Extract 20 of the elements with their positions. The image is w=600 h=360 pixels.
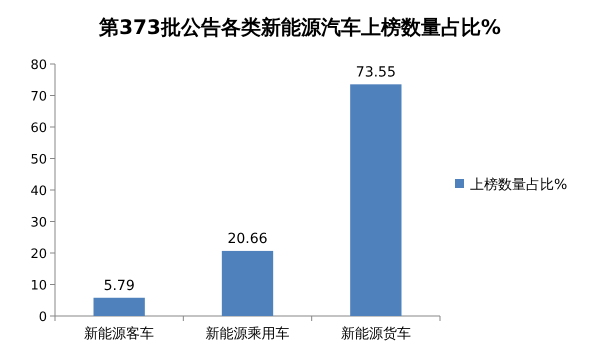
data-label: 20.66 (227, 230, 268, 247)
y-tick-label: 20 (30, 247, 47, 262)
legend-label: 上榜数量占比% (470, 177, 568, 193)
bar (222, 250, 274, 316)
y-tick-label: 30 (30, 216, 47, 230)
y-tick-label: 10 (30, 278, 47, 294)
x-tick-label: 新能源客车 (84, 326, 154, 342)
y-tick-label: 80 (30, 58, 47, 73)
data-label: 73.55 (356, 64, 396, 80)
data-label: 5.79 (104, 278, 135, 294)
chart-title: 第373批公告各类新能源汽车上榜数量占比% (98, 15, 501, 39)
bar (350, 84, 402, 316)
y-tick-label: 70 (30, 90, 47, 104)
y-tick-label: 0 (38, 310, 47, 325)
x-tick-label: 新能源乘用车 (206, 326, 290, 342)
y-tick-label: 40 (30, 184, 47, 199)
bar (94, 298, 145, 316)
y-tick-label: 50 (30, 152, 47, 168)
x-tick-label: 新能源货车 (340, 326, 411, 342)
y-tick-label: 60 (30, 121, 47, 136)
